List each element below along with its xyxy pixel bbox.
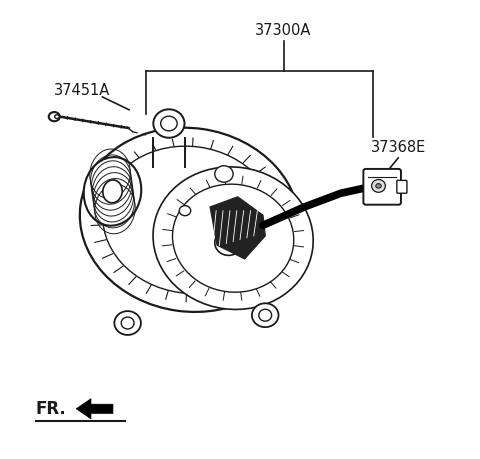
Ellipse shape — [231, 238, 249, 253]
FancyBboxPatch shape — [363, 169, 401, 205]
Ellipse shape — [376, 184, 381, 189]
Ellipse shape — [215, 166, 233, 183]
Ellipse shape — [103, 147, 276, 294]
FancyBboxPatch shape — [397, 181, 407, 194]
Ellipse shape — [55, 116, 60, 119]
Ellipse shape — [215, 230, 242, 256]
Ellipse shape — [161, 117, 177, 132]
Text: 37451A: 37451A — [54, 83, 110, 97]
Ellipse shape — [103, 180, 122, 203]
Ellipse shape — [153, 110, 184, 139]
Ellipse shape — [49, 113, 60, 122]
Ellipse shape — [84, 158, 141, 226]
Text: 37368E: 37368E — [371, 140, 426, 155]
Ellipse shape — [179, 206, 191, 216]
Ellipse shape — [252, 304, 278, 327]
Text: 37300A: 37300A — [255, 23, 312, 38]
Ellipse shape — [222, 237, 235, 249]
Polygon shape — [76, 399, 113, 419]
Ellipse shape — [372, 180, 385, 193]
Ellipse shape — [114, 311, 141, 335]
Ellipse shape — [153, 168, 313, 310]
Ellipse shape — [242, 239, 252, 247]
Text: FR.: FR. — [36, 399, 67, 417]
Polygon shape — [210, 197, 265, 259]
Ellipse shape — [172, 185, 294, 292]
Ellipse shape — [259, 309, 272, 321]
Ellipse shape — [121, 317, 134, 329]
